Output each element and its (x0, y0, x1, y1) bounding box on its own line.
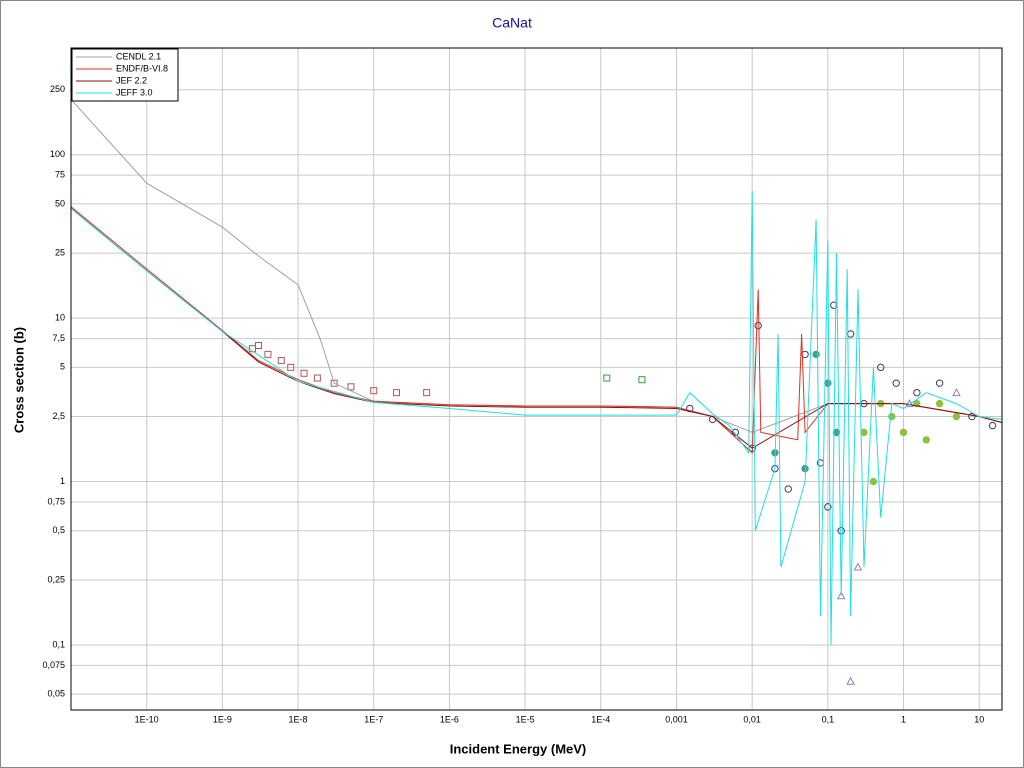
point (968, 412, 976, 421)
plot-background (71, 48, 1002, 710)
x-tick-label: 1E-4 (591, 714, 610, 724)
plot-content (71, 99, 1002, 685)
y-tick-label: 50 (55, 198, 65, 208)
y-tick-label: 0,75 (47, 496, 65, 506)
x-tick-label: 1E-6 (440, 714, 459, 724)
y-tick-label: 0,5 (52, 525, 65, 535)
x-tick-label: 1E-8 (289, 714, 308, 724)
x-tick-label: 1E-5 (516, 714, 535, 724)
point (812, 350, 820, 359)
point (853, 562, 863, 571)
x-tick-label: 0,01 (743, 714, 761, 724)
point (393, 389, 401, 397)
point (892, 379, 900, 387)
point (423, 389, 431, 397)
legend-label: JEFF 3.0 (116, 87, 153, 97)
point (860, 428, 868, 437)
point (913, 388, 921, 397)
point (824, 379, 832, 387)
y-tick-label: 250 (50, 84, 65, 94)
y-tick-label: 7,5 (52, 333, 65, 343)
y-tick-label: 0,075 (42, 660, 65, 670)
x-tick-label: 1E-7 (364, 714, 383, 724)
x-tick-label: 1E-9 (213, 714, 232, 724)
y-tick-label: 100 (50, 149, 65, 159)
point (603, 374, 611, 382)
legend-label: JEF 2.2 (116, 75, 147, 85)
plot-frame (70, 47, 1003, 711)
x-tick-label: 0,1 (822, 714, 835, 724)
legend-label: ENDF/B-VI.8 (116, 63, 168, 73)
point (287, 363, 295, 371)
x-tick-label: 1 (901, 714, 906, 724)
point (277, 357, 285, 365)
point (846, 676, 855, 685)
y-tick-label: 25 (55, 247, 65, 257)
series-line (71, 190, 1002, 646)
point (784, 485, 792, 493)
legend-label: CENDL 2.1 (116, 51, 161, 61)
point (988, 421, 997, 430)
y-tick-label: 0,1 (52, 639, 65, 649)
point (824, 503, 832, 511)
x-tick-label: 10 (974, 714, 984, 724)
point (264, 350, 272, 358)
point (638, 376, 646, 384)
point (370, 387, 378, 395)
point (254, 342, 262, 350)
point (888, 412, 896, 421)
point (754, 321, 762, 330)
y-tick-label: 0,25 (47, 574, 65, 584)
x-axis-label: Incident Energy (MeV) (450, 741, 587, 756)
point (869, 477, 878, 486)
y-tick-label: 1 (60, 476, 65, 486)
x-tick-label: 0,001 (665, 714, 688, 724)
x-tick-label: 1E-10 (135, 714, 159, 724)
point (837, 527, 845, 535)
series-line (71, 206, 1002, 454)
chart-title: CaNat (492, 15, 532, 31)
point (935, 399, 944, 408)
point (952, 388, 961, 397)
y-tick-label: 5 (60, 362, 65, 372)
series-line (71, 207, 1002, 449)
point (952, 412, 961, 421)
y-tick-label: 2,5 (52, 411, 65, 421)
point (935, 379, 944, 387)
y-tick-label: 75 (55, 170, 65, 180)
y-tick-label: 0,05 (47, 689, 65, 699)
point (922, 436, 931, 444)
point (300, 369, 308, 377)
point (347, 383, 355, 391)
point (313, 374, 321, 382)
point (899, 428, 908, 437)
y-tick-label: 10 (55, 313, 65, 323)
point (330, 379, 338, 387)
y-axis-label: Cross section (b) (11, 327, 26, 433)
legend (71, 48, 179, 102)
point (877, 363, 885, 372)
point (832, 428, 841, 437)
point (836, 591, 846, 600)
